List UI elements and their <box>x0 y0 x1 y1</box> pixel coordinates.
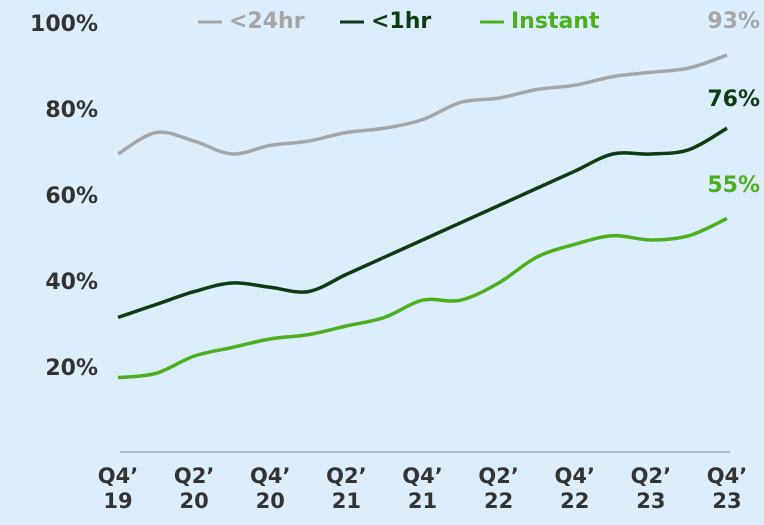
y-tick-label: 100% <box>30 12 98 37</box>
series-line <box>117 126 728 320</box>
x-tick-label: Q2’ 20 <box>173 464 215 513</box>
y-tick-label: 40% <box>45 270 98 295</box>
x-tick-label: Q2’ 23 <box>630 464 672 513</box>
x-tick-label: Q4’ 19 <box>97 464 139 513</box>
x-tick-label: Q4’ 21 <box>402 464 443 513</box>
series-line <box>117 53 728 156</box>
legend-label: <24hr <box>229 9 305 34</box>
y-tick-label: 80% <box>45 98 98 123</box>
series-line <box>117 216 728 380</box>
legend-label: <1hr <box>371 9 431 34</box>
x-tick-label: Q2’ 21 <box>326 464 367 513</box>
y-tick-label: 20% <box>45 356 98 381</box>
x-tick-label: Q4’ 22 <box>554 464 595 513</box>
value-label: 93% <box>707 9 760 34</box>
y-tick-label: 60% <box>45 184 98 209</box>
value-label: 76% <box>707 87 760 112</box>
x-tick-label: Q4’ 20 <box>250 464 291 513</box>
legend-label: Instant <box>511 9 600 34</box>
x-tick-label: Q2’ 22 <box>478 464 519 513</box>
x-tick-label: Q4’ 23 <box>706 464 748 513</box>
value-label: 55% <box>707 173 760 198</box>
